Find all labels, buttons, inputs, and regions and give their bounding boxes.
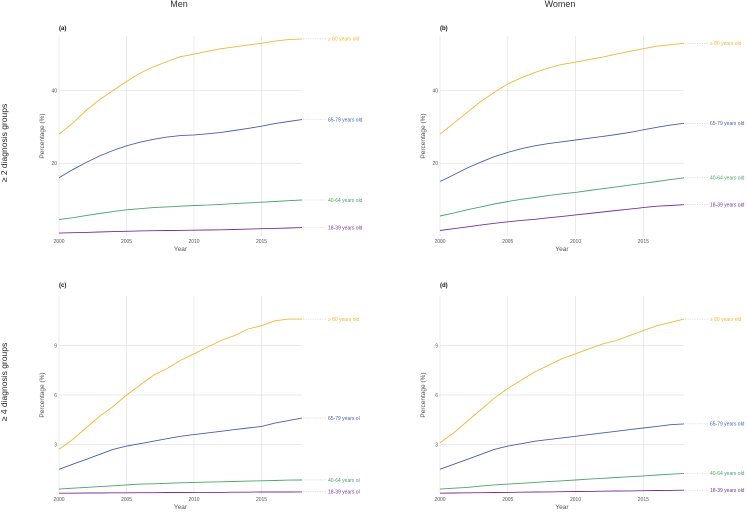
- x-tick-label: 2000: [434, 497, 445, 503]
- series-line-65-79: [439, 122, 685, 182]
- series-label-18-39: 18-39 years old: [710, 203, 745, 209]
- x-tick-label: 2010: [570, 497, 581, 503]
- y-axis-title: Percentage (%): [420, 372, 427, 417]
- x-tick-label: 2005: [502, 497, 513, 503]
- series-label-65-79: 65-79 years old: [710, 422, 745, 428]
- series-line-18-39: [439, 489, 685, 494]
- series-line-40-64: [58, 479, 303, 490]
- series-label-80plus: ≥ 80 years old: [710, 317, 742, 323]
- x-tick-label: 2015: [638, 497, 649, 503]
- panel-tag: (d): [440, 283, 448, 289]
- panel-tag: (a): [59, 26, 66, 32]
- x-tick-label: 2005: [502, 239, 513, 245]
- series-label-65-79: 65-79 years old: [710, 121, 745, 127]
- x-tick-label: 2015: [256, 497, 267, 503]
- row-title-two-diagnosis: ≥ 2 diagnosis groups: [0, 104, 9, 182]
- series-line-18-39: [59, 491, 303, 494]
- x-axis-title: Year: [174, 246, 188, 253]
- panel-d: 2000 2005 2010 2015 3 6 9 (d) Year Percentage (%)…: [420, 283, 745, 511]
- y-tick-label: 20: [51, 161, 57, 167]
- y-tick-label: 40: [432, 88, 438, 94]
- x-tick-label: 2015: [638, 239, 649, 245]
- y-tick-label: 3: [435, 442, 438, 448]
- series-line-80plus: [439, 318, 685, 444]
- panel-tag: (b): [440, 26, 448, 32]
- panel-a: 2000 2005 2010 2015 20 40 (a) Year Percentage (%…: [39, 26, 363, 253]
- panel-tag: (c): [59, 283, 66, 289]
- series-label-40-64: 40-64 years old: [328, 198, 363, 204]
- column-title-men: Men: [170, 0, 188, 9]
- series-label-65-79: 65-79 years old: [328, 117, 363, 123]
- x-axis-title: Year: [174, 504, 188, 511]
- row-title-four-diagnosis: ≥ 4 diagnosis groups: [0, 343, 9, 421]
- y-tick-label: 40: [51, 88, 57, 94]
- column-title-women: Women: [545, 0, 576, 9]
- series-line-65-79: [58, 119, 303, 179]
- series-label-18-39: 18-39 years old: [710, 488, 745, 494]
- panel-c: 2000 2005 2010 2015 3 6 9 (c) Year Percentage (%)…: [39, 283, 360, 511]
- series-line-40-64: [439, 472, 685, 490]
- x-tick-label: 2000: [53, 497, 64, 503]
- y-tick-label: 6: [54, 393, 57, 399]
- x-tick-label: 2010: [570, 239, 581, 245]
- series-line-80plus: [58, 38, 303, 135]
- series-line-40-64: [58, 199, 303, 221]
- x-tick-label: 2000: [434, 239, 445, 245]
- series-label-40-64: 40-64 years old: [710, 471, 745, 477]
- series-line-65-79: [58, 417, 303, 470]
- y-axis-title: Percentage (%): [39, 113, 46, 158]
- x-tick-label: 2000: [53, 239, 64, 245]
- y-tick-label: 20: [432, 161, 438, 167]
- x-tick-label: 2015: [256, 239, 267, 245]
- panel-b: 2000 2005 2010 2015 20 40 (b) Year Percentage (%…: [420, 26, 745, 253]
- series-label-80plus: ≥ 80 years old: [710, 41, 742, 47]
- y-axis-title: Percentage (%): [39, 372, 46, 417]
- x-tick-label: 2010: [188, 497, 199, 503]
- series-label-40-64: 40-64 years ol: [328, 478, 360, 484]
- series-line-80plus: [439, 42, 685, 135]
- series-line-65-79: [439, 423, 685, 470]
- y-axis-title: Percentage (%): [420, 113, 427, 158]
- series-label-80plus: ≥ 80 years old: [328, 37, 360, 43]
- y-tick-label: 9: [54, 343, 57, 349]
- series-line-80plus: [58, 318, 302, 450]
- x-tick-label: 2005: [121, 239, 132, 245]
- series-line-18-39: [439, 204, 685, 231]
- series-line-18-39: [58, 227, 303, 234]
- series-line-40-64: [439, 177, 685, 217]
- x-tick-label: 2005: [121, 497, 132, 503]
- x-axis-title: Year: [555, 504, 569, 511]
- y-tick-label: 9: [435, 343, 438, 349]
- x-axis-title: Year: [555, 246, 569, 253]
- x-tick-label: 2010: [188, 239, 199, 245]
- series-label-18-39: 18-39 years ol: [328, 490, 360, 496]
- series-label-80plus: ≥ 80 years old: [328, 317, 360, 323]
- series-label-40-64: 40-64 years old: [710, 176, 745, 182]
- series-label-18-39: 18-39 years old: [328, 225, 363, 231]
- y-tick-label: 3: [54, 442, 57, 448]
- series-label-65-79: 65-79 years ol: [328, 416, 360, 422]
- y-tick-label: 6: [435, 393, 438, 399]
